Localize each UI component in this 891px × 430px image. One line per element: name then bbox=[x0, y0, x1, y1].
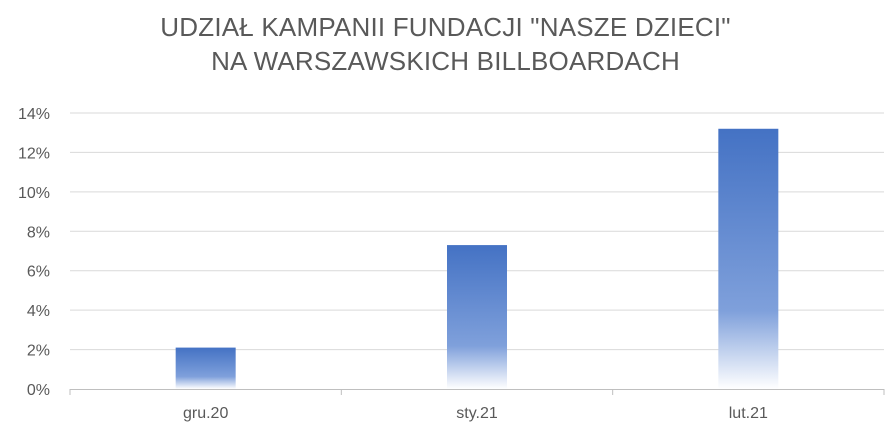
y-tick-label: 10% bbox=[18, 185, 50, 202]
chart-title-line-1: UDZIAŁ KAMPANII FUNDACJI "NASZE DZIECI" bbox=[160, 12, 731, 42]
bar-lut-21 bbox=[718, 128, 779, 389]
y-tick-label: 8% bbox=[27, 224, 50, 241]
x-axis-ticks: gru.20 sty.21 lut.21 bbox=[183, 405, 768, 422]
x-tick-label: lut.21 bbox=[729, 405, 768, 422]
chart-title: UDZIAŁ KAMPANII FUNDACJI "NASZE DZIECI" … bbox=[0, 10, 891, 78]
bars bbox=[175, 128, 779, 389]
y-tick-label: 6% bbox=[27, 264, 50, 281]
y-tick-label: 2% bbox=[27, 343, 50, 360]
y-tick-label: 14% bbox=[18, 106, 50, 123]
bar-sty-21 bbox=[447, 245, 507, 389]
y-tick-label: 4% bbox=[27, 303, 50, 320]
x-tick-label: gru.20 bbox=[183, 405, 228, 422]
x-tick-label: sty.21 bbox=[456, 405, 498, 422]
y-tick-label: 0% bbox=[27, 382, 50, 399]
y-tick-label: 12% bbox=[18, 145, 50, 162]
bar-gru-20 bbox=[175, 347, 236, 389]
y-axis-ticks: 0% 2% 4% 6% 8% 10% 12% 14% bbox=[18, 106, 50, 399]
chart-title-line-2: NA WARSZAWSKICH BILLBOARDACH bbox=[211, 46, 680, 76]
x-axis bbox=[69, 389, 885, 395]
